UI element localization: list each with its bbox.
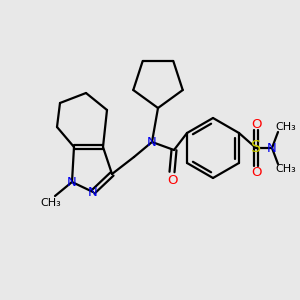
Text: CH₃: CH₃ — [276, 122, 296, 132]
Text: S: S — [251, 140, 261, 155]
Text: CH₃: CH₃ — [40, 198, 61, 208]
Text: N: N — [267, 142, 277, 154]
Text: N: N — [67, 176, 77, 188]
Text: N: N — [147, 136, 157, 148]
Text: N: N — [88, 185, 98, 199]
Text: O: O — [168, 173, 178, 187]
Text: O: O — [251, 118, 261, 130]
Text: CH₃: CH₃ — [276, 164, 296, 174]
Text: O: O — [251, 166, 261, 178]
